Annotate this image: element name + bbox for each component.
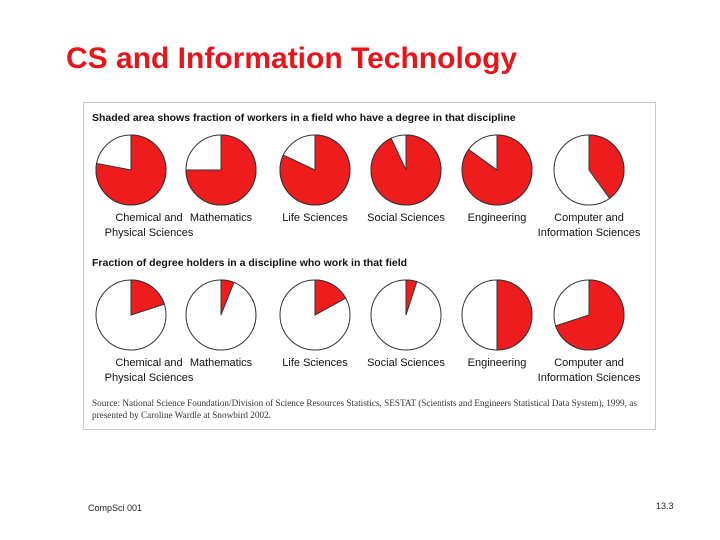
pie-label-line: Information Sciences xyxy=(537,372,641,384)
pie-label: Computer and Information Sciences xyxy=(524,211,654,241)
pie-slice-shaded xyxy=(370,134,442,206)
pie-workers-6 xyxy=(553,134,625,206)
top-chart-heading: Shaded area shows fraction of workers in… xyxy=(92,112,516,124)
pie-slice-shaded xyxy=(588,134,625,200)
pie-charts-svg xyxy=(95,134,625,351)
pie-slice-shaded xyxy=(220,279,235,316)
pie-slice-shaded xyxy=(279,134,351,206)
pie-workers-1 xyxy=(95,134,167,206)
pie-label: Engineering xyxy=(432,211,562,226)
bottom-chart-heading: Fraction of degree holders in a discipli… xyxy=(92,257,408,269)
pie-label: Social Sciences xyxy=(341,356,471,371)
pie-slice-shaded xyxy=(185,134,257,206)
pie-workers-5 xyxy=(461,134,533,206)
pie-degree-holders-4 xyxy=(370,279,442,351)
pie-label: Mathematics xyxy=(156,211,286,226)
pie-label-line: Mathematics xyxy=(189,212,253,224)
pie-slice-shaded xyxy=(314,279,347,316)
footer-course: CompSci 001 xyxy=(88,503,143,513)
slide-title: CS and Information Technology xyxy=(66,42,518,75)
pie-label-line: Social Sciences xyxy=(367,212,445,224)
pie-degree-holders-5 xyxy=(461,279,533,351)
pie-label-line: Engineering xyxy=(467,357,527,369)
pie-label-line: Computer and xyxy=(554,357,624,369)
pie-label-line: Chemical and xyxy=(115,212,183,224)
pie-slice-shaded xyxy=(130,279,165,316)
pie-label: Social Sciences xyxy=(341,211,471,226)
pie-degree-holders-3 xyxy=(279,279,351,351)
pie-label: Chemical and Physical Sciences xyxy=(84,211,214,241)
source-note: Source: National Science Foundation/Divi… xyxy=(92,398,637,420)
pie-slice-shaded xyxy=(461,134,533,206)
pie-chart-figure: Shaded area shows fraction of workers in… xyxy=(83,102,656,430)
pie-label-line: Mathematics xyxy=(189,357,253,369)
pie-slice-shaded xyxy=(496,279,533,351)
pie-degree-holders-1 xyxy=(95,279,167,351)
pie-label: Mathematics xyxy=(156,356,286,371)
pie-slice-shaded xyxy=(95,134,167,206)
pie-slice-shaded xyxy=(555,279,625,351)
pie-label-line: Engineering xyxy=(467,212,527,224)
pie-label-line: Chemical and xyxy=(115,357,183,369)
pie-label: Computer and Information Sciences xyxy=(524,356,654,386)
pie-label-line: Computer and xyxy=(554,212,624,224)
pie-label: Life Sciences xyxy=(250,356,380,371)
pie-workers-2 xyxy=(185,134,257,206)
pie-slice-shaded xyxy=(405,279,418,316)
pie-label-line: Life Sciences xyxy=(282,357,348,369)
pie-label-line: Physical Sciences xyxy=(104,372,194,384)
pie-label-line: Social Sciences xyxy=(367,357,445,369)
page-number: 13.3 xyxy=(656,501,674,511)
pie-degree-holders-2 xyxy=(185,279,257,351)
pie-label-line: Physical Sciences xyxy=(104,227,194,239)
pie-label-line: Life Sciences xyxy=(282,212,348,224)
pie-label: Life Sciences xyxy=(250,211,380,226)
pie-degree-holders-6 xyxy=(553,279,625,351)
pie-workers-3 xyxy=(279,134,351,206)
pie-label-line: Information Sciences xyxy=(537,227,641,239)
pie-label: Engineering xyxy=(432,356,562,371)
pie-label: Chemical and Physical Sciences xyxy=(84,356,214,386)
pie-workers-4 xyxy=(370,134,442,206)
